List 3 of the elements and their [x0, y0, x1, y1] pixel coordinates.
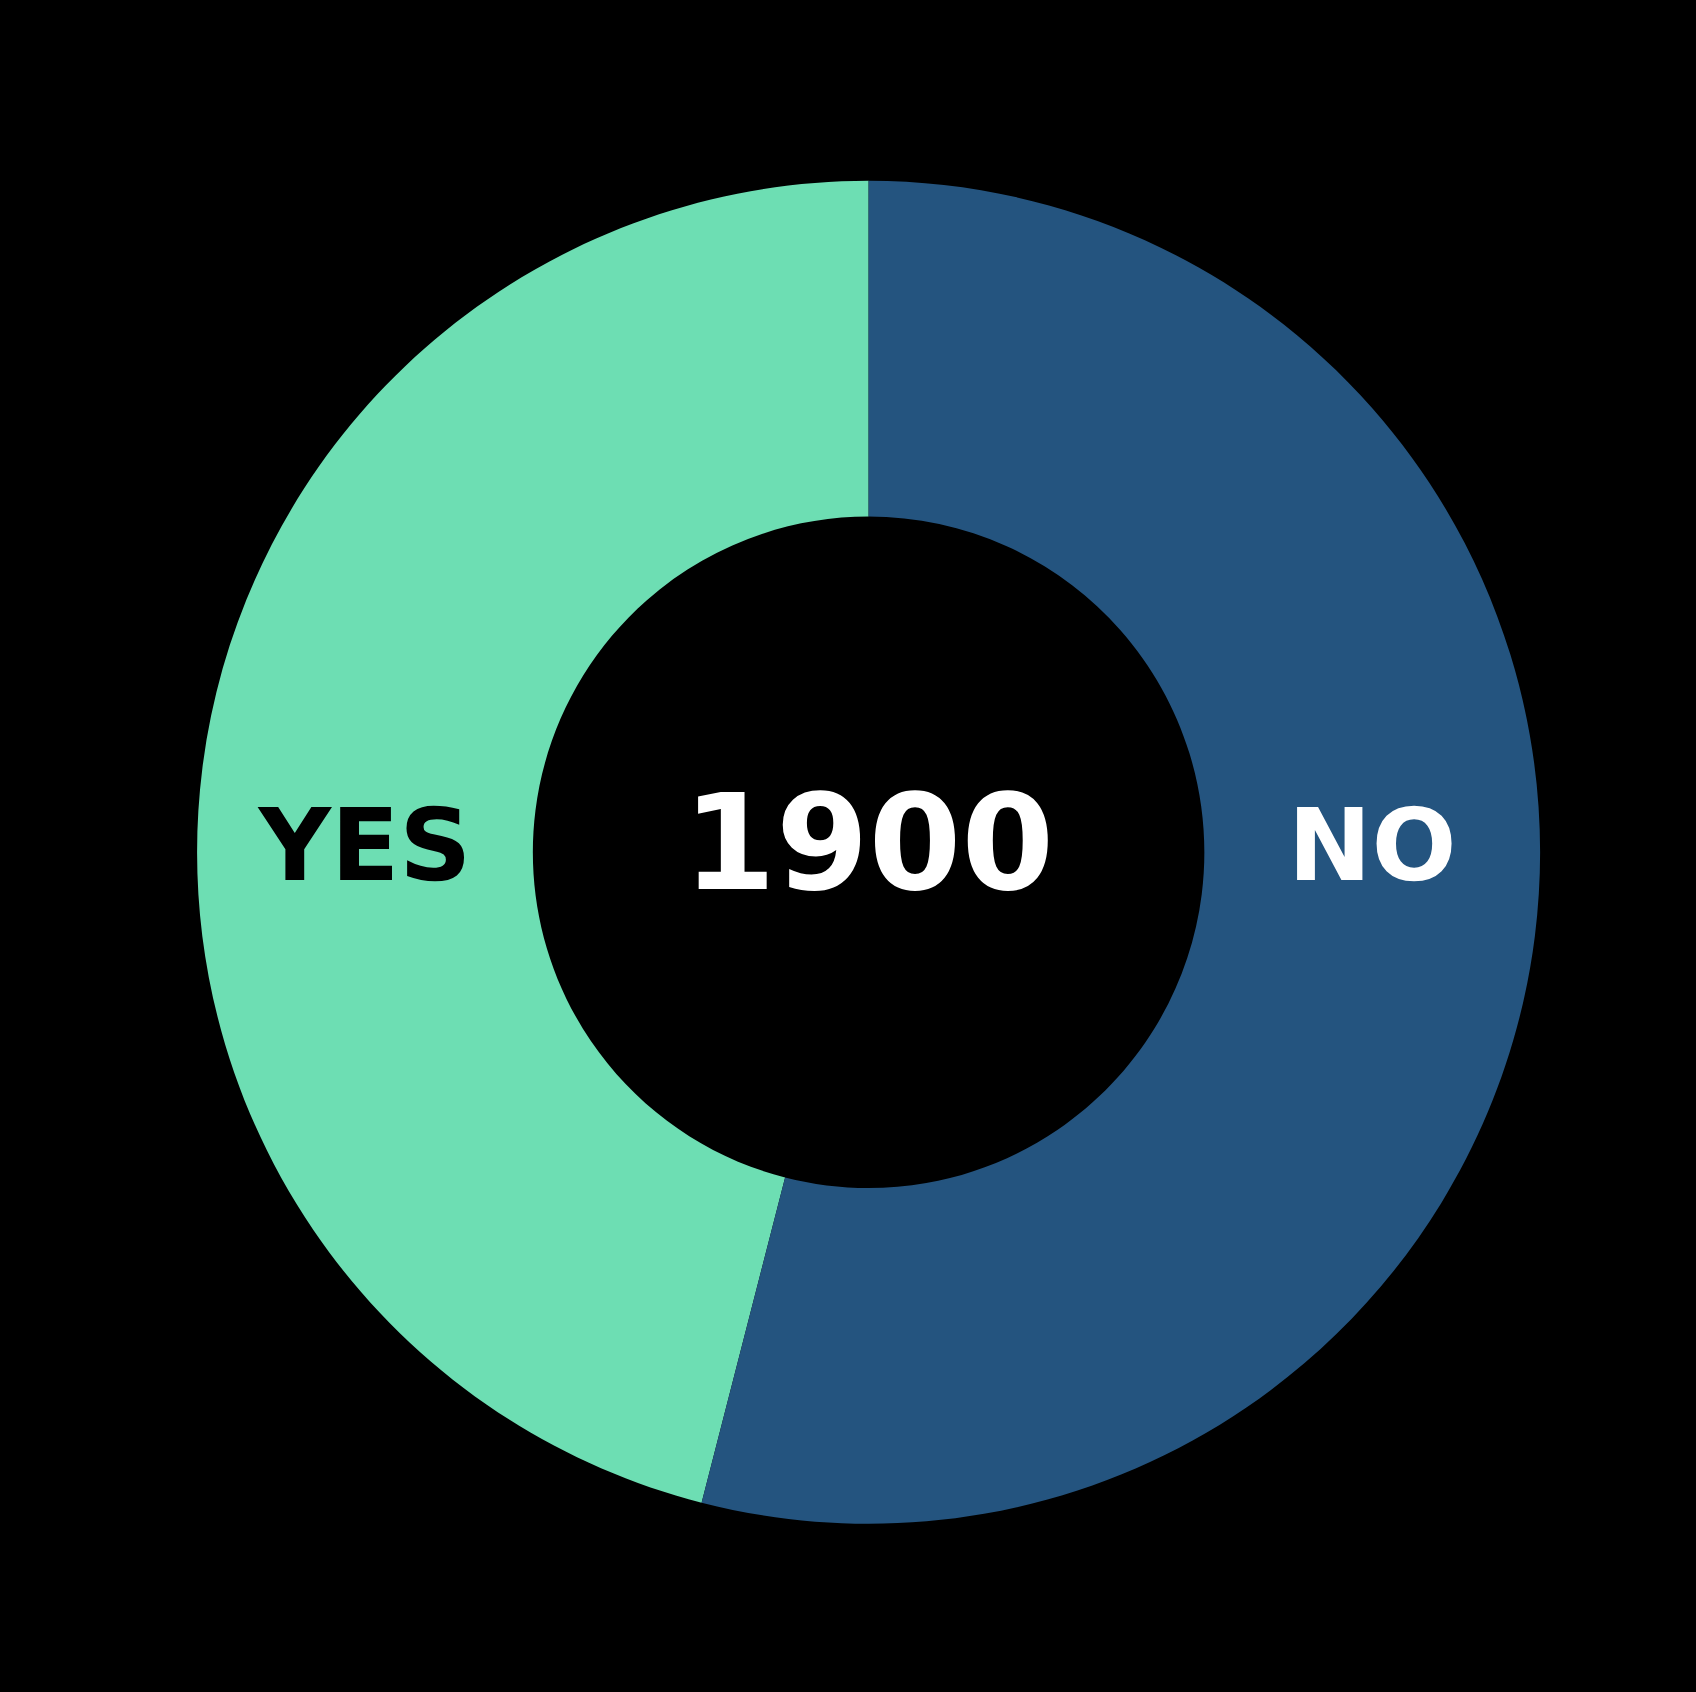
text: 1900 [698, 790, 1048, 891]
slice-label: NO [1297, 805, 1452, 882]
slice-label: YES [257, 805, 465, 882]
